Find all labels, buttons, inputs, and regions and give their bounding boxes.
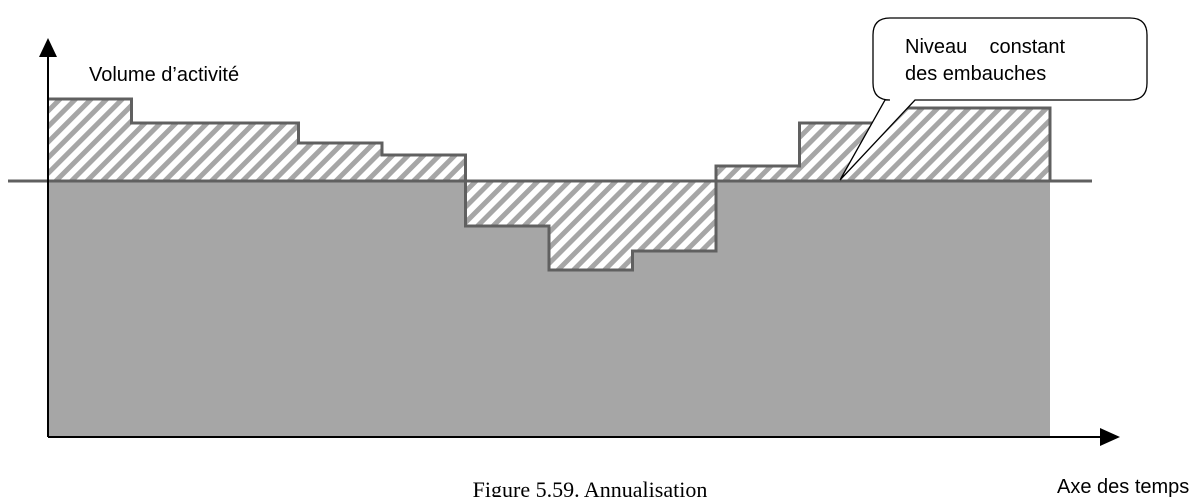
hatch-region-10 [883,108,1050,181]
hatch-region-4 [382,155,466,181]
x-axis-label: Axe des temps [1057,476,1189,497]
hatch-region-8 [716,166,800,181]
hatch-region-5 [465,181,549,226]
hatch-region-1 [48,99,132,181]
y-axis-arrowhead [39,38,57,57]
figure-caption: Figure 5.59. Annualisation [473,477,708,497]
hatch-region-2 [131,123,299,181]
annotation-line-1: Niveau constant [905,36,1066,58]
hatch-region-3 [298,143,382,181]
activity-step-line [48,97,1052,272]
axes [8,38,1120,446]
callout-bubble [839,17,1148,181]
annotation-line-2: des embauches [905,63,1046,85]
activity-steps [48,97,1052,272]
x-axis-arrowhead [1100,428,1120,446]
annotation-callout: Niveau constant des embauches [839,17,1148,181]
y-axis-label: Volume d’activité [89,64,239,86]
hatch-region-7 [632,181,716,251]
hatch-region-6 [549,181,633,270]
